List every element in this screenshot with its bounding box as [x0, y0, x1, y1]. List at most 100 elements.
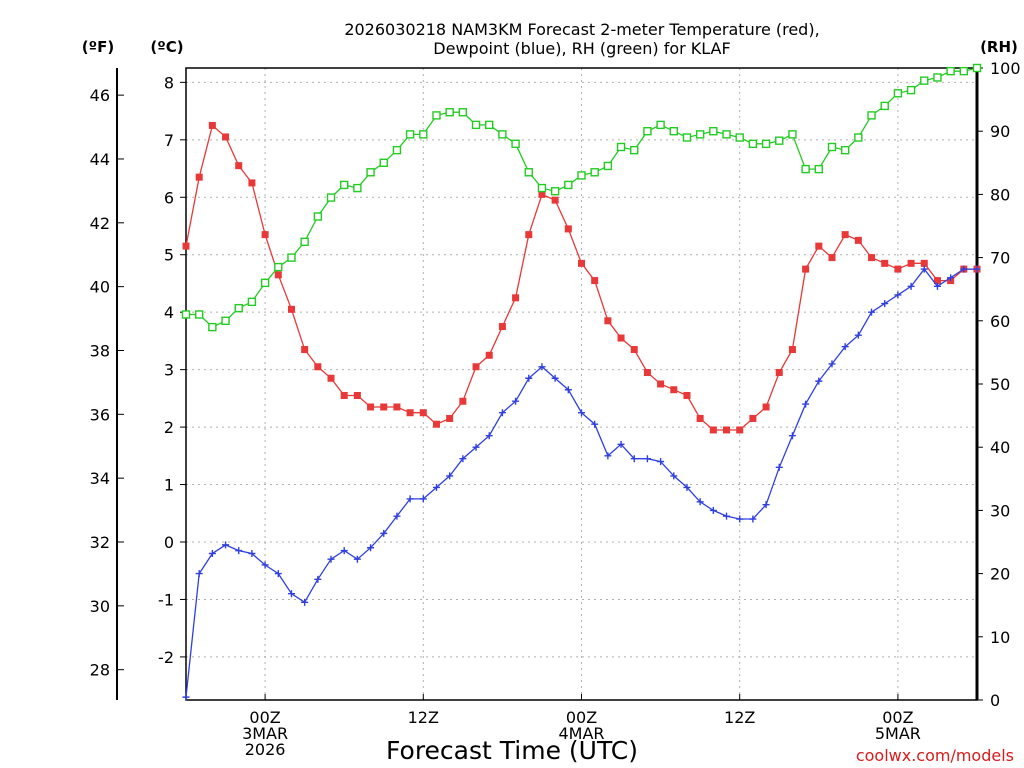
rh-data-point — [419, 130, 428, 139]
temperature-data-point — [472, 363, 480, 371]
dewpoint-data-point — [788, 432, 796, 440]
rh-data-point — [880, 101, 889, 111]
dewpoint-data-point — [340, 547, 348, 555]
dewpoint-data-point — [736, 515, 744, 523]
temperature-data-point — [498, 323, 506, 331]
x-axis-tick-label: 2026 — [245, 740, 286, 759]
c-axis-tick-label: -2 — [158, 648, 174, 667]
rh-axis-tick-label: 40 — [990, 438, 1010, 457]
dewpoint-data-point — [182, 693, 190, 701]
x-axis-label: Forecast Time (UTC) — [386, 736, 638, 765]
temperature-data-point — [881, 259, 889, 267]
rh-data-point — [471, 120, 481, 130]
f-axis-tick-label: 42 — [90, 214, 110, 233]
dewpoint-data-point — [670, 472, 678, 480]
temperature-data-point — [485, 351, 493, 359]
temperature-data-point — [446, 414, 454, 422]
rh-data-point — [458, 108, 468, 117]
dewpoint-data-point — [828, 360, 836, 368]
rh-data-point — [709, 126, 718, 136]
dewpoint-data-point — [960, 265, 968, 273]
rh-data-point — [550, 187, 560, 196]
dewpoint-data-point — [248, 549, 256, 557]
dewpoint-data-point — [525, 374, 533, 382]
temperature-data-point — [287, 305, 295, 313]
c-axis-tick-label: 2 — [164, 418, 174, 437]
f-axis-tick-label: 46 — [90, 86, 110, 105]
x-axis-tick-label: 00Z — [566, 708, 597, 727]
dewpoint-data-point — [538, 363, 546, 371]
rh-axis-tick-label: 70 — [990, 249, 1010, 268]
temperature-data-point — [248, 179, 256, 187]
dewpoint-data-point — [195, 570, 203, 578]
c-axis-tick-label: 3 — [164, 361, 174, 380]
temperature-data-point — [512, 294, 520, 302]
rh-data-point — [366, 168, 375, 177]
temperature-data-point — [907, 259, 915, 267]
dewpoint-data-point — [709, 506, 717, 514]
rh-data-point — [695, 130, 705, 139]
temperature-data-point — [578, 259, 585, 267]
x-axis-tick-label: 00Z — [882, 708, 913, 727]
temperature-data-point — [367, 403, 375, 411]
temperature-data-point — [301, 346, 309, 354]
rh-axis-tick-label: 60 — [990, 312, 1010, 331]
c-axis-tick-label: 1 — [164, 476, 174, 495]
temperature-data-point — [551, 196, 559, 204]
dewpoint-data-point — [287, 590, 295, 598]
temperature-data-point — [406, 409, 414, 417]
f-axis-tick-label: 38 — [90, 341, 110, 360]
temperature-data-point — [525, 231, 533, 239]
temperature-data-point — [195, 173, 203, 181]
rh-data-point — [432, 111, 441, 120]
dewpoint-data-point — [261, 561, 269, 569]
rh-data-point — [340, 180, 349, 190]
dewpoint-data-point — [327, 555, 335, 563]
temperature-data-point — [235, 162, 243, 170]
credit-watermark: coolwx.com/models — [856, 746, 1014, 765]
rh-data-point — [854, 133, 863, 142]
temperature-data-point — [182, 242, 190, 250]
dewpoint-data-point — [472, 443, 480, 451]
dewpoint-data-point — [657, 458, 665, 466]
temperature-data-point — [736, 426, 744, 434]
rh-data-point — [274, 262, 283, 272]
temperature-data-point — [353, 391, 361, 399]
temperature-data-point — [274, 271, 282, 279]
dewpoint-data-point — [894, 291, 902, 299]
dewpoint-data-point — [881, 300, 889, 308]
dewpoint-data-point — [406, 495, 414, 503]
dewpoint-data-point — [907, 282, 915, 290]
temperature-data-point — [788, 346, 796, 354]
dewpoint-data-point — [393, 512, 401, 520]
rh-axis-tick-label: 50 — [990, 375, 1010, 394]
temperature-data-point — [591, 277, 599, 285]
rh-data-point — [326, 193, 336, 202]
temperature-data-point — [683, 391, 691, 399]
temperature-data-point — [630, 346, 638, 354]
dewpoint-data-point — [301, 598, 309, 606]
rh-data-point — [893, 89, 903, 98]
rh-data-point — [840, 145, 850, 155]
dewpoint-data-point — [235, 547, 243, 555]
dewpoint-data-point — [222, 541, 230, 549]
temperature-data-point — [775, 369, 783, 377]
rh-data-point — [287, 253, 296, 262]
rh-data-point — [247, 297, 257, 307]
rh-axis-tick-label: 0 — [990, 691, 1000, 710]
rh-data-point — [933, 73, 942, 82]
rh-data-point — [537, 183, 547, 193]
rh-data-point — [445, 108, 454, 117]
rh-data-point — [379, 158, 388, 168]
temperature-data-point — [657, 380, 665, 388]
temperature-data-point — [261, 231, 269, 239]
dewpoint-data-point — [432, 483, 440, 491]
temperature-data-point — [802, 265, 810, 273]
temperature-data-point — [222, 133, 230, 141]
dewpoint-data-point — [683, 483, 691, 491]
f-axis-tick-label: 40 — [90, 278, 110, 297]
data-series — [181, 63, 982, 701]
temperature-data-point — [920, 259, 928, 267]
c-axis-tick-label: 4 — [164, 303, 174, 322]
x-axis-tick-label: 12Z — [408, 708, 439, 727]
